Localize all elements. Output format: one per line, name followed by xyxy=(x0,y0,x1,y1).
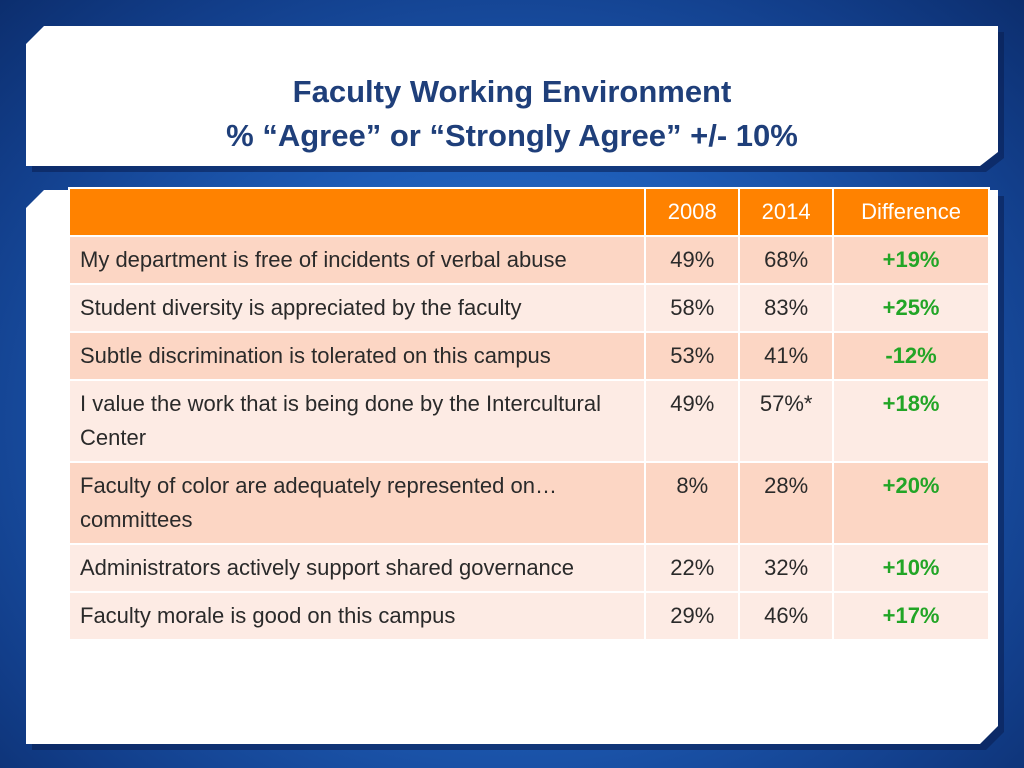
header-2008: 2008 xyxy=(644,187,741,237)
row-difference: +20% xyxy=(832,461,990,545)
row-2014: 28% xyxy=(738,461,835,545)
row-2008: 49% xyxy=(644,235,741,285)
row-difference: +18% xyxy=(832,379,990,463)
row-difference: -12% xyxy=(832,331,990,381)
header-2014: 2014 xyxy=(738,187,835,237)
title-panel: Faculty Working Environment % “Agree” or… xyxy=(26,26,998,166)
row-2014: 57%* xyxy=(738,379,835,463)
header-difference: Difference xyxy=(832,187,990,237)
row-difference: +17% xyxy=(832,591,990,641)
row-difference: +10% xyxy=(832,543,990,593)
row-item: Subtle discrimination is tolerated on th… xyxy=(67,331,647,381)
row-difference: +25% xyxy=(832,283,990,333)
table-row: Subtle discrimination is tolerated on th… xyxy=(67,331,990,381)
row-item: Faculty of color are adequately represen… xyxy=(67,461,647,545)
table-row: Student diversity is appreciated by the … xyxy=(67,283,990,333)
row-2008: 29% xyxy=(644,591,741,641)
row-item: Administrators actively support shared g… xyxy=(67,543,647,593)
row-2008: 8% xyxy=(644,461,741,545)
row-item: Faculty morale is good on this campus xyxy=(67,591,647,641)
row-2014: 68% xyxy=(738,235,835,285)
row-2008: 49% xyxy=(644,379,741,463)
row-item: I value the work that is being done by t… xyxy=(67,379,647,463)
row-2014: 83% xyxy=(738,283,835,333)
slide-title-line2: % “Agree” or “Strongly Agree” +/- 10% xyxy=(226,118,798,153)
row-2008: 58% xyxy=(644,283,741,333)
table-row: I value the work that is being done by t… xyxy=(67,379,990,463)
slide-title-line1: Faculty Working Environment xyxy=(292,74,732,109)
table-row: Administrators actively support shared g… xyxy=(67,543,990,593)
survey-table: 2008 2014 Difference My department is fr… xyxy=(67,187,990,641)
slide-title: Faculty Working Environment % “Agree” or… xyxy=(26,70,998,158)
table-row: My department is free of incidents of ve… xyxy=(67,235,990,285)
row-2014: 41% xyxy=(738,331,835,381)
table-header-row: 2008 2014 Difference xyxy=(67,187,990,237)
row-2014: 32% xyxy=(738,543,835,593)
row-item: My department is free of incidents of ve… xyxy=(67,235,647,285)
table-row: Faculty of color are adequately represen… xyxy=(67,461,990,545)
row-item: Student diversity is appreciated by the … xyxy=(67,283,647,333)
row-2014: 46% xyxy=(738,591,835,641)
row-2008: 22% xyxy=(644,543,741,593)
row-difference: +19% xyxy=(832,235,990,285)
header-item xyxy=(67,187,647,237)
row-2008: 53% xyxy=(644,331,741,381)
table-row: Faculty morale is good on this campus 29… xyxy=(67,591,990,641)
